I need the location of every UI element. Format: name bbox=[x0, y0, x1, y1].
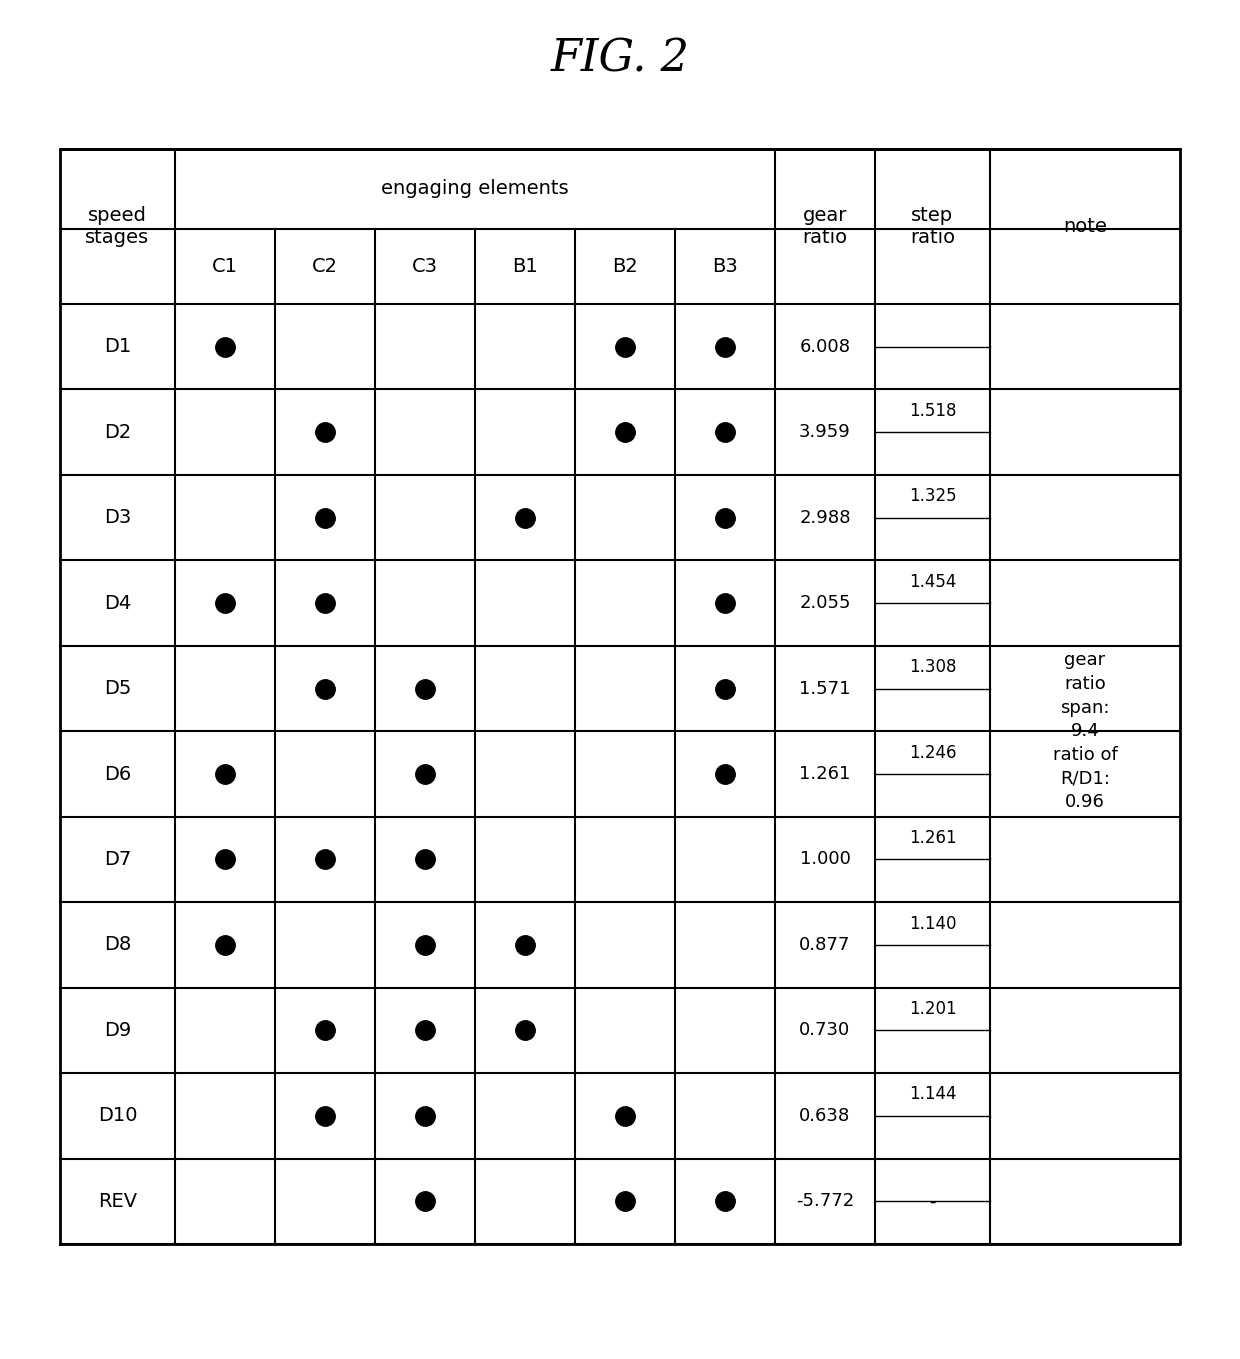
Text: C1: C1 bbox=[212, 257, 238, 276]
Text: B2: B2 bbox=[613, 257, 637, 276]
Text: D9: D9 bbox=[104, 1021, 131, 1040]
Text: 1.325: 1.325 bbox=[909, 488, 956, 506]
Text: 1.201: 1.201 bbox=[909, 1000, 956, 1018]
Text: note: note bbox=[1063, 217, 1107, 236]
Text: 2.055: 2.055 bbox=[800, 594, 851, 612]
Text: D4: D4 bbox=[104, 594, 131, 613]
Text: D6: D6 bbox=[104, 765, 131, 784]
Text: -: - bbox=[929, 1192, 936, 1211]
Text: D7: D7 bbox=[104, 849, 131, 868]
Text: 0.877: 0.877 bbox=[800, 936, 851, 954]
Text: D8: D8 bbox=[104, 935, 131, 954]
Text: 1.308: 1.308 bbox=[909, 658, 956, 677]
Text: D5: D5 bbox=[104, 680, 131, 699]
Text: 1.261: 1.261 bbox=[909, 829, 956, 847]
Text: speed
stages: speed stages bbox=[86, 207, 150, 247]
Text: gear
ratio: gear ratio bbox=[802, 207, 848, 247]
Text: 1.261: 1.261 bbox=[800, 765, 851, 783]
Text: C3: C3 bbox=[412, 257, 438, 276]
Text: 1.246: 1.246 bbox=[909, 743, 956, 761]
Text: 3.959: 3.959 bbox=[799, 423, 851, 442]
Text: D3: D3 bbox=[104, 508, 131, 527]
Text: gear
ratio
span:
9.4
ratio of
R/D1:
0.96: gear ratio span: 9.4 ratio of R/D1: 0.96 bbox=[1053, 651, 1117, 811]
Text: 1.144: 1.144 bbox=[909, 1086, 956, 1104]
Text: 1.571: 1.571 bbox=[800, 680, 851, 697]
Text: 1.518: 1.518 bbox=[909, 402, 956, 420]
Text: REV: REV bbox=[98, 1192, 138, 1211]
Text: 0.730: 0.730 bbox=[800, 1022, 851, 1040]
Text: engaging elements: engaging elements bbox=[381, 179, 569, 198]
Text: D1: D1 bbox=[104, 337, 131, 356]
Text: D2: D2 bbox=[104, 423, 131, 442]
Text: 2.988: 2.988 bbox=[800, 508, 851, 527]
Text: 1.140: 1.140 bbox=[909, 915, 956, 932]
Text: FIG. 2: FIG. 2 bbox=[551, 38, 689, 80]
Text: 0.638: 0.638 bbox=[800, 1106, 851, 1125]
Text: B3: B3 bbox=[712, 257, 738, 276]
Text: D10: D10 bbox=[98, 1106, 138, 1125]
Text: 1.000: 1.000 bbox=[800, 851, 851, 868]
Text: -5.772: -5.772 bbox=[796, 1192, 854, 1211]
Text: C2: C2 bbox=[312, 257, 339, 276]
Text: B1: B1 bbox=[512, 257, 538, 276]
Text: 6.008: 6.008 bbox=[800, 338, 851, 356]
Text: 1.454: 1.454 bbox=[909, 572, 956, 591]
Text: step
ratio: step ratio bbox=[910, 207, 955, 247]
